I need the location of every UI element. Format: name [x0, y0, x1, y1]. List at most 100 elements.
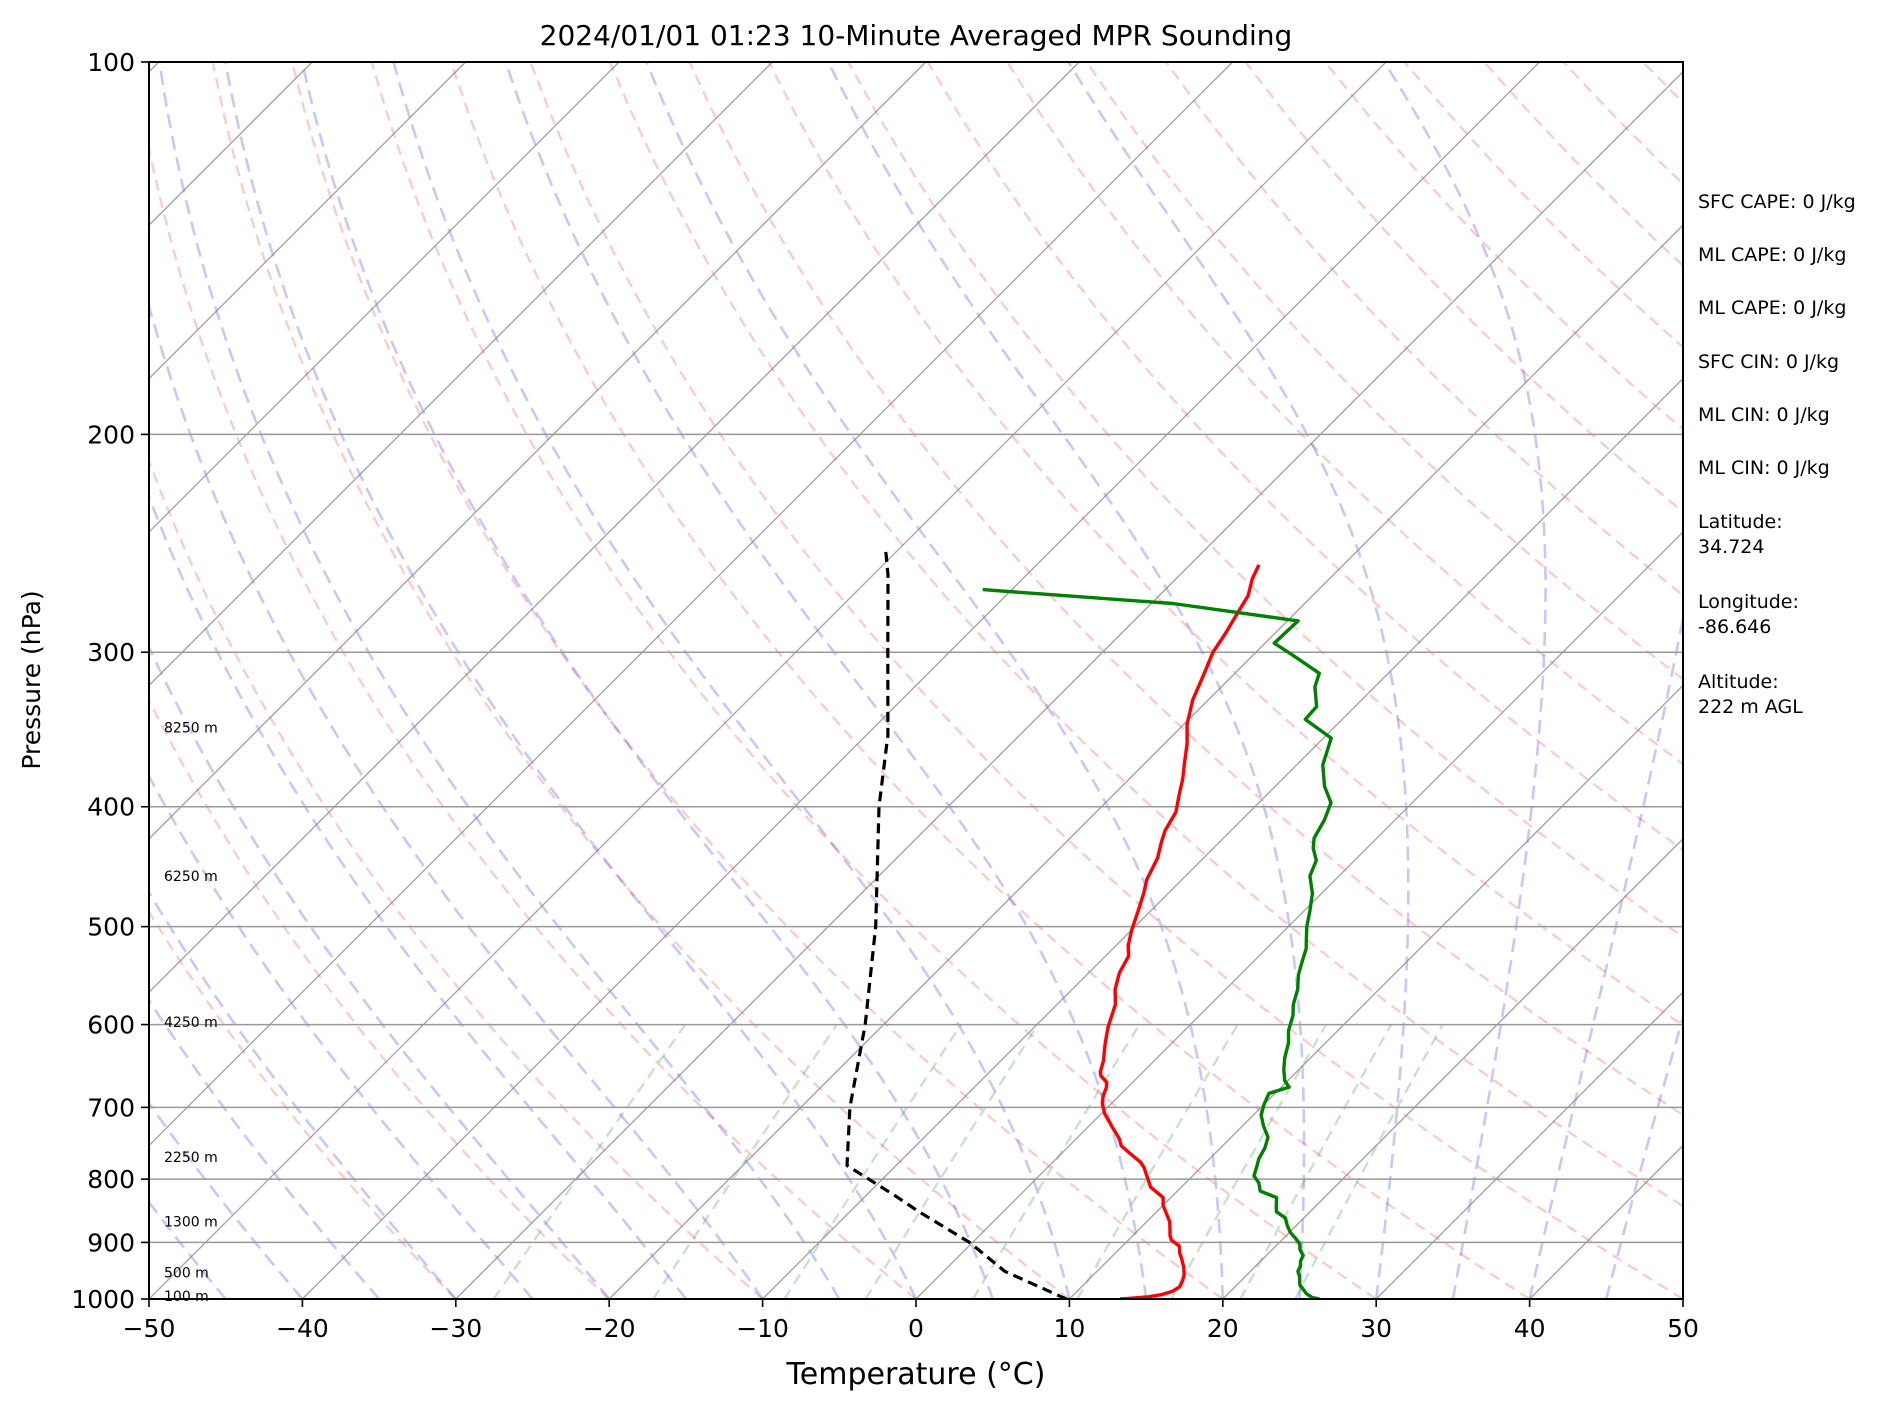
dry-adiabat-line	[847, 62, 1683, 939]
ml-cin-text: ML CIN: 0 J/kg	[1698, 404, 1830, 426]
grid-lines	[0, 62, 1683, 1299]
y-tick-label: 100	[87, 48, 135, 77]
ml-cape-text-2: ML CAPE: 0 J/kg	[1698, 297, 1847, 319]
height-label: 500 m	[164, 1266, 209, 1282]
moist-adiabat-line	[149, 998, 381, 1299]
dry-adiabat-line	[149, 457, 764, 1299]
isotherm-line	[149, 62, 1234, 1147]
dry-adiabat-line	[529, 62, 1683, 1299]
isotherm-line	[149, 62, 773, 687]
longitude-text: Longitude: -86.646	[1698, 591, 1799, 638]
latitude-text: Latitude: 34.724	[1698, 511, 1783, 558]
mixing-ratio-line	[972, 1023, 1141, 1299]
background-reference-lines	[149, 62, 1683, 1299]
mixing-ratio-line	[1170, 1024, 1328, 1299]
y-tick-label: 500	[87, 913, 135, 942]
x-tick-label: 30	[1360, 1314, 1392, 1343]
isotherm-line	[149, 62, 927, 840]
profile-series	[845, 547, 1333, 1299]
series-line-2	[845, 547, 1067, 1299]
height-label: 2250 m	[164, 1150, 218, 1166]
x-tick-label: −50	[123, 1314, 176, 1343]
moist-adiabat-line	[827, 62, 1306, 1299]
isotherm-line	[1222, 837, 1683, 1299]
isotherm-line	[149, 62, 1080, 994]
isotherm-line	[149, 62, 1387, 1299]
isotherm-line	[149, 62, 467, 380]
sfc-cin-text: SFC CIN: 0 J/kg	[1698, 351, 1840, 373]
moist-adiabat-line	[149, 773, 534, 1299]
moist-adiabat-line	[1528, 611, 1683, 1299]
moist-adiabat-line	[1605, 1012, 1683, 1299]
moist-adiabat-line	[300, 62, 994, 1299]
moist-adiabat-line	[645, 62, 1225, 1299]
isotherm-line	[915, 531, 1683, 1299]
y-tick-label: 600	[87, 1011, 135, 1040]
altitude-text: Altitude: 222 m AGL	[1698, 671, 1803, 718]
y-tick-label: 800	[87, 1165, 135, 1194]
height-label: 4250 m	[164, 1015, 218, 1031]
mixing-ratio-line	[783, 1023, 963, 1299]
isotherm-line	[1375, 991, 1683, 1299]
dry-adiabat-line	[608, 62, 1683, 1208]
dry-adiabat-line	[211, 62, 1071, 1299]
dry-adiabat-line	[1085, 62, 1683, 681]
moist-adiabat-line	[149, 889, 457, 1299]
series-line-1	[982, 587, 1333, 1299]
y-tick-label: 700	[87, 1093, 135, 1122]
y-axis-label: Pressure (hPa)	[17, 590, 46, 769]
moist-adiabat-line	[149, 301, 764, 1299]
x-tick-label: −30	[429, 1314, 482, 1343]
moist-adiabat-line	[1067, 62, 1410, 1299]
isotherm-line	[301, 62, 1540, 1299]
moist-adiabat-line	[158, 62, 841, 1299]
chart-title: 2024/01/01 01:23 10-Minute Averaged MPR …	[540, 19, 1293, 52]
moist-adiabat-line	[149, 1200, 227, 1299]
y-tick-label: 400	[87, 793, 135, 822]
x-tick-label: −40	[276, 1314, 329, 1343]
y-tick-label: 900	[87, 1228, 135, 1257]
moist-adiabat-line	[1383, 62, 1547, 1299]
isotherm-line	[149, 62, 620, 533]
isotherm-line	[0, 62, 5, 1299]
height-label: 1300 m	[164, 1215, 218, 1231]
isotherm-line	[149, 62, 313, 227]
isotherm-line	[455, 70, 1683, 1299]
height-label: 6250 m	[164, 869, 218, 885]
plot-frame	[148, 61, 1684, 1300]
dry-adiabat-line	[291, 62, 1224, 1299]
x-tick-label: 50	[1667, 1314, 1699, 1343]
dry-adiabat-line	[149, 909, 457, 1299]
sfc-cape-text: SFC CAPE: 0 J/kg	[1698, 191, 1856, 213]
dry-adiabat-line	[449, 62, 1531, 1299]
x-tick-label: 20	[1207, 1314, 1239, 1343]
moist-adiabat-line	[392, 62, 1071, 1299]
x-axis-ticks: −50 −40 −30 −20 −10 0 10 20 30 40 50	[123, 1299, 1699, 1343]
moist-adiabat-line	[149, 493, 687, 1299]
isotherm-line	[762, 377, 1683, 1299]
moist-adiabat-line	[149, 644, 611, 1299]
y-axis-ticks: 100 200 300 400 500 600 700 800 900 1000	[71, 48, 149, 1314]
mixing-ratio-line	[864, 1023, 1039, 1299]
dry-adiabat-line	[926, 62, 1683, 852]
ml-cin-text-2: ML CIN: 0 J/kg	[1698, 457, 1830, 479]
dry-adiabat-line	[149, 142, 917, 1299]
y-tick-label: 1000	[71, 1285, 135, 1314]
mixing-ratio-line	[1076, 1023, 1239, 1299]
mixing-ratio-line	[652, 1023, 838, 1299]
x-tick-label: −20	[583, 1314, 636, 1343]
mixing-ratio-line	[492, 1023, 687, 1299]
dry-adiabat-line	[1165, 62, 1683, 597]
x-tick-label: 10	[1053, 1314, 1085, 1343]
moist-adiabat-line	[149, 1100, 304, 1299]
dry-adiabat-line	[149, 697, 610, 1299]
x-tick-label: 40	[1514, 1314, 1546, 1343]
isotherm-line	[608, 224, 1683, 1299]
dry-adiabat-line	[767, 62, 1683, 1027]
x-axis-label: Temperature (°C)	[786, 1357, 1046, 1392]
height-label: 8250 m	[164, 720, 218, 736]
height-label: 100 m	[164, 1289, 209, 1305]
mixing-ratio-line	[1294, 1024, 1444, 1299]
ml-cape-text: ML CAPE: 0 J/kg	[1698, 244, 1847, 266]
